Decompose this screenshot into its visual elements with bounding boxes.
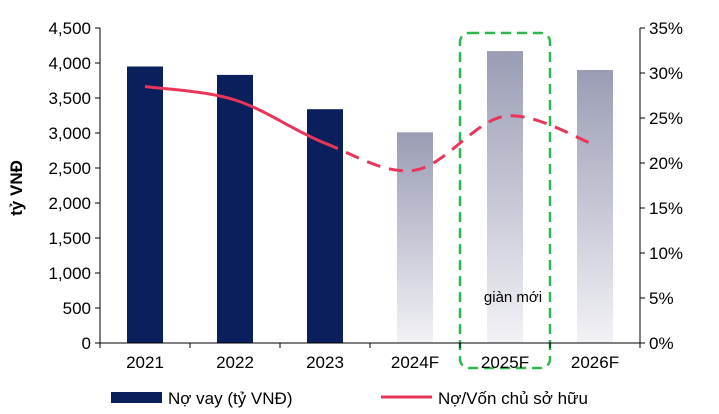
y2-tick-label: 20% (649, 154, 683, 173)
bar-2026F (577, 70, 613, 343)
annotation-label: giàn mới (484, 289, 542, 306)
x-tick-label: 2023 (306, 353, 344, 372)
legend-label-bar: Nợ vay (tỷ VNĐ) (168, 389, 293, 408)
y-tick-label: 3,000 (48, 124, 91, 143)
x-tick-label: 2025F (481, 353, 529, 372)
y-tick-label: 0 (82, 334, 91, 353)
y-tick-label: 3,500 (48, 89, 91, 108)
y-tick-label: 4,500 (48, 19, 91, 38)
legend-label-line: Nợ/Vốn chủ sở hữu (438, 389, 588, 408)
y2-tick-label: 5% (649, 289, 674, 308)
y2-tick-label: 25% (649, 109, 683, 128)
bar-2022 (217, 74, 253, 344)
y2-tick-label: 30% (649, 64, 683, 83)
x-tick-label: 2022 (216, 353, 254, 372)
y2-tick-label: 15% (649, 199, 683, 218)
highlight-box-2025F (458, 31, 552, 370)
bar-2025F (487, 51, 523, 343)
y-tick-label: 1,000 (48, 264, 91, 283)
legend-swatch-bar (111, 392, 162, 403)
line-series-actual (144, 85, 326, 145)
bar-2024F (397, 132, 433, 343)
x-tick-label: 2024F (391, 353, 439, 372)
y2-tick-label: 0% (649, 334, 674, 353)
legend: Nợ vay (tỷ VNĐ) Nợ/Vốn chủ sở hữu (111, 389, 588, 408)
y-tick-label: 4,000 (48, 54, 91, 73)
y-tick-label: 1,500 (48, 229, 91, 248)
y2-tick-label: 35% (649, 19, 683, 38)
x-tick-label: 2026F (571, 353, 619, 372)
x-tick-label: 2021 (126, 353, 164, 372)
y2-tick-label: 10% (649, 244, 683, 263)
y-tick-label: 500 (63, 299, 91, 318)
bar-2021 (127, 66, 163, 343)
line-series-forecast (324, 114, 596, 173)
y-tick-label: 2,500 (48, 159, 91, 178)
y-axis-title: tỷ VNĐ (7, 160, 26, 216)
y-tick-label: 2,000 (48, 194, 91, 213)
